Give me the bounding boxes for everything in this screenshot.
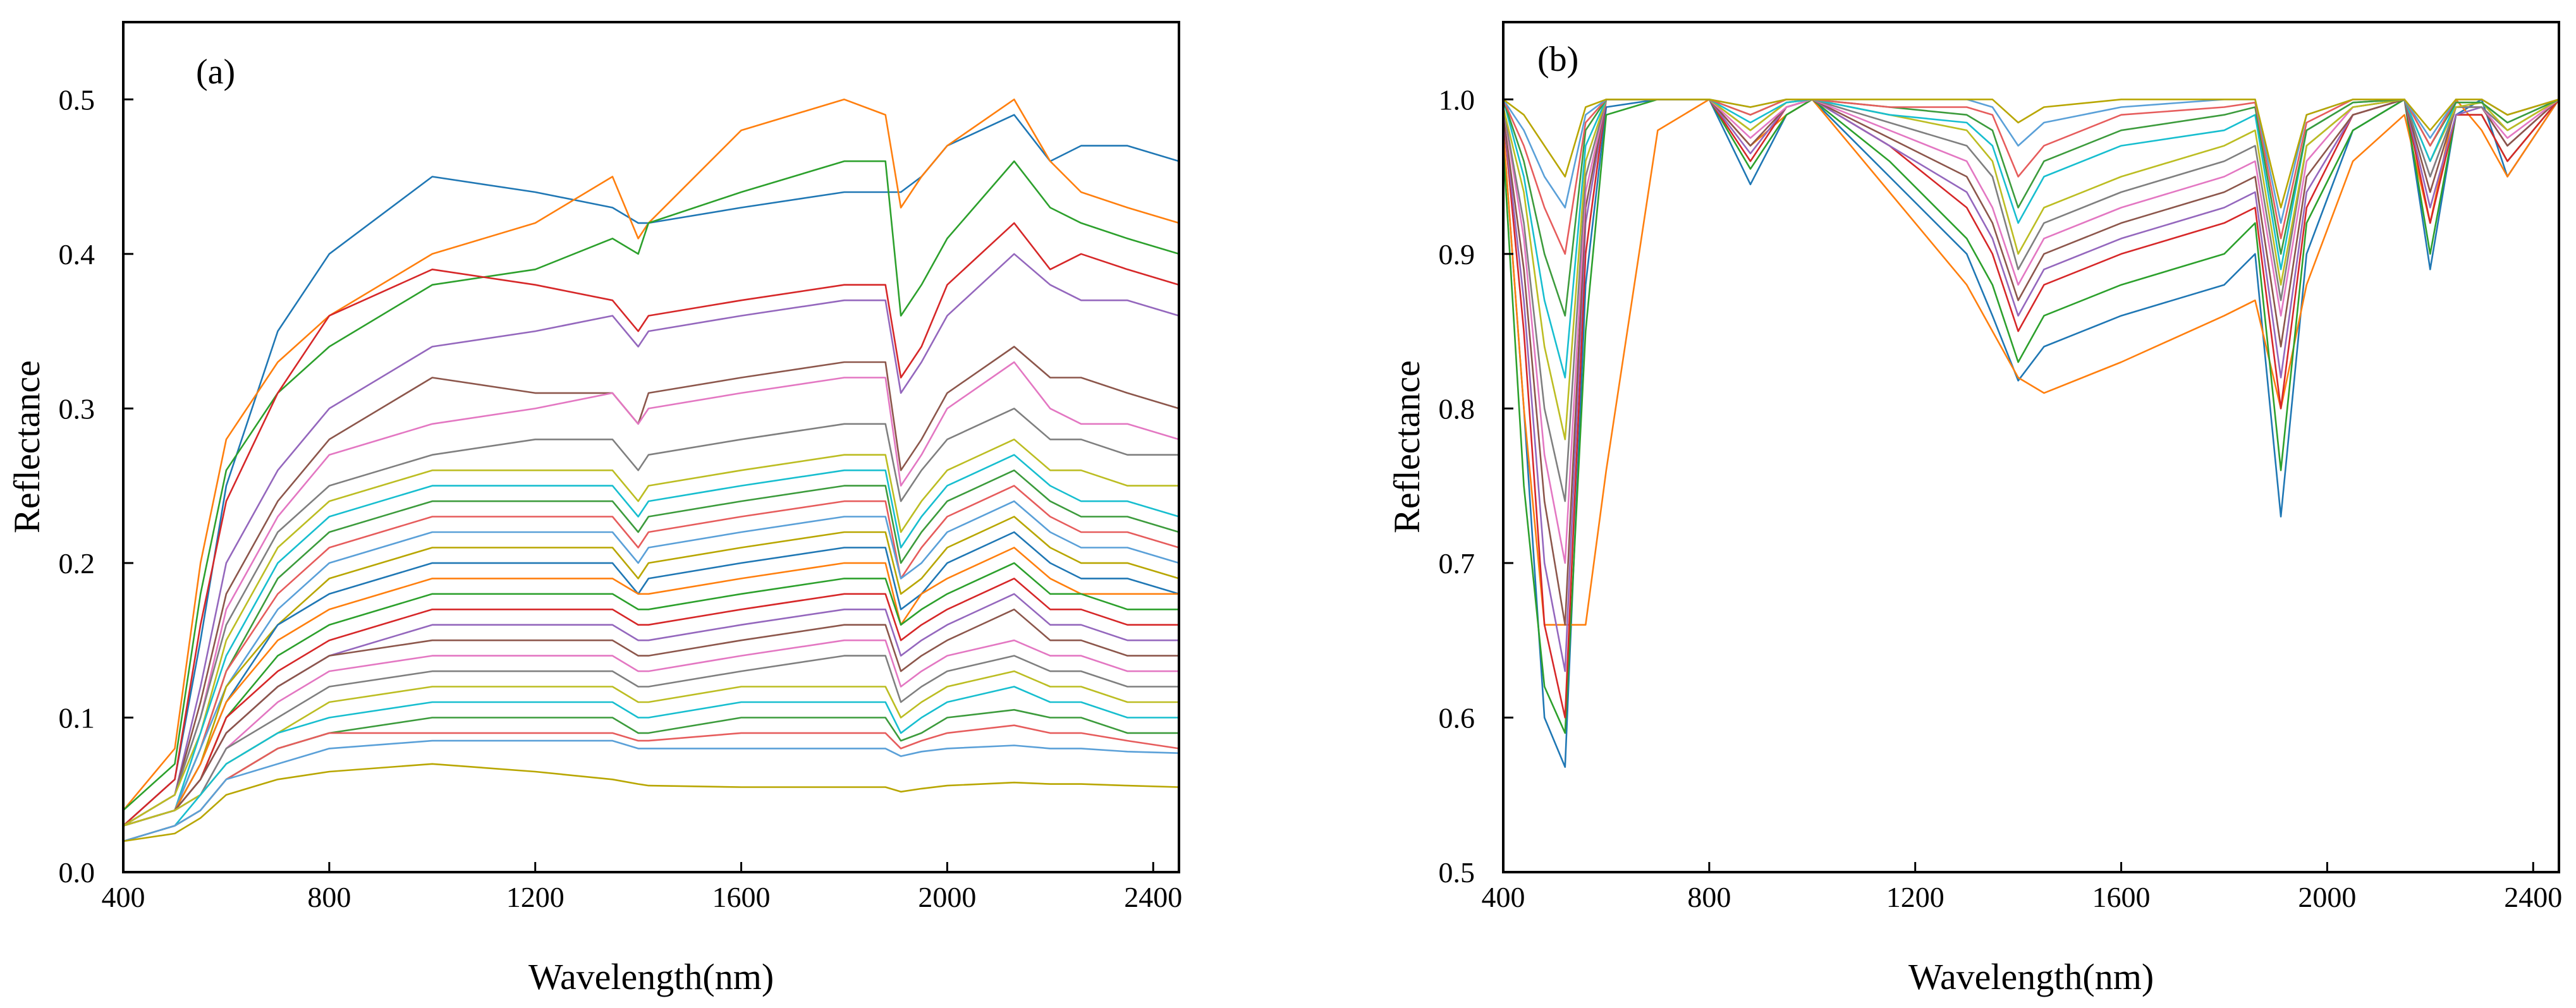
spectrum-line-a-s27 <box>123 739 1180 842</box>
spectrum-line-b-c8 <box>1502 99 2560 502</box>
spectrum-line-a-s2 <box>123 99 1180 811</box>
spectrum-line-a-s15 <box>123 531 1180 827</box>
spectrum-line-a-s28 <box>123 763 1180 842</box>
chart-panel-b: 400 800 1200 1600 2000 2400 0.5 0.6 0.7 0.8 0.9 1.0… <box>1386 21 2563 997</box>
x-tick-label-a: 2400 <box>1124 881 1182 913</box>
spectrum-line-a-s5 <box>123 253 1180 827</box>
spectrum-line-a-s16 <box>123 547 1179 827</box>
x-tick-label-b: 2000 <box>2298 881 2356 913</box>
y-tick-label-b: 0.9 <box>1439 238 1475 270</box>
x-tick-label-b: 1200 <box>1886 881 1944 913</box>
spectrum-line-b-c3 <box>1502 99 2560 734</box>
x-tick-label-a: 1600 <box>712 881 771 913</box>
spectrum-line-a-s11 <box>123 469 1180 827</box>
x-tick-label-b: 2400 <box>2504 881 2562 913</box>
y-tick-label-a: 0.1 <box>59 701 95 734</box>
spectrum-line-a-s12 <box>123 485 1180 827</box>
x-tick-label-a: 400 <box>102 881 145 913</box>
spectrum-line-b-c2 <box>1502 99 2560 626</box>
x-axis-title-a: Wavelength(nm) <box>528 956 774 997</box>
panel-label-b: (b) <box>1537 40 1578 79</box>
spectrum-line-a-s6 <box>123 346 1180 827</box>
spectrum-line-a-s18 <box>123 578 1179 827</box>
spectrum-line-b-c11 <box>1502 99 2560 317</box>
spectrum-line-b-c7 <box>1502 99 2560 564</box>
spectrum-line-a-s10 <box>123 454 1180 827</box>
panel-label-a: (a) <box>196 52 235 92</box>
axis-ticks-b: 400 800 1200 1600 2000 2400 0.5 0.6 0.7 0.8 0.9 1.0 <box>1439 83 2563 913</box>
spectrum-line-a-s14 <box>123 516 1180 827</box>
spectrum-line-a-s4 <box>123 222 1180 827</box>
spectrum-line-b-c4 <box>1502 99 2560 719</box>
plot-area-b <box>1502 99 2560 768</box>
y-tick-label-a: 0.3 <box>59 392 95 425</box>
spectrum-line-b-c10 <box>1502 99 2560 379</box>
spectrum-line-b-c12 <box>1502 99 2560 255</box>
spectrum-line-a-s20 <box>123 608 1179 827</box>
x-tick-label-b: 800 <box>1687 881 1731 913</box>
spectrum-line-b-c6 <box>1502 99 2560 626</box>
spectrum-line-a-s24 <box>123 686 1179 842</box>
spectrum-line-a-s22 <box>123 655 1179 827</box>
x-tick-label-a: 1200 <box>506 881 565 913</box>
x-axis-title-b: Wavelength(nm) <box>1908 956 2154 997</box>
y-tick-label-b: 0.7 <box>1439 547 1475 580</box>
spectrum-line-a-s17 <box>123 562 1179 827</box>
plot-frame-b <box>1502 21 2560 873</box>
x-tick-label-b: 1600 <box>2092 881 2151 913</box>
y-tick-label-b: 0.8 <box>1439 392 1475 425</box>
spectrum-line-b-c14 <box>1503 99 2560 209</box>
spectrum-line-a-s21 <box>123 639 1179 827</box>
spectrum-line-a-s3 <box>123 160 1180 811</box>
y-axis-title-a: Reflectance <box>6 360 47 533</box>
y-tick-label-b: 1.0 <box>1439 83 1475 116</box>
spectrum-line-a-s25 <box>123 708 1179 842</box>
axis-ticks-a: 400 800 1200 1600 2000 2400 0.0 0.1 0.2 0.3 0.4 0.5 <box>59 83 1183 913</box>
y-tick-label-a: 0.0 <box>59 856 95 889</box>
spectrum-line-b-c9 <box>1502 99 2560 440</box>
spectrum-line-b-c5 <box>1502 99 2560 672</box>
spectrum-line-a-s26 <box>123 724 1180 842</box>
plot-frame-a <box>122 21 1180 873</box>
y-axis-title-b: Reflectance <box>1386 360 1427 533</box>
y-tick-label-b: 0.5 <box>1439 856 1475 889</box>
spectrum-line-a-s7 <box>123 361 1180 827</box>
y-tick-label-a: 0.4 <box>59 238 95 270</box>
chart-panel-a: 400 800 1200 1600 2000 2400 0.0 0.1 0.2 0.3 0.4 0.5… <box>6 21 1183 997</box>
y-tick-label-a: 0.5 <box>59 83 95 116</box>
spectrum-line-a-s13 <box>123 500 1180 827</box>
x-tick-label-a: 800 <box>307 881 351 913</box>
spectrum-line-a-s1 <box>123 114 1180 827</box>
spectrum-line-b-c1 <box>1502 99 2560 768</box>
y-tick-label-a: 0.2 <box>59 547 95 580</box>
spectrum-line-a-s8 <box>123 408 1179 827</box>
x-tick-label-a: 2000 <box>918 881 976 913</box>
plot-area-a <box>123 99 1180 842</box>
spectrum-line-b-c13 <box>1502 99 2560 224</box>
spectrum-line-a-s9 <box>123 438 1179 827</box>
x-tick-label-b: 400 <box>1482 881 1525 913</box>
spectrum-line-a-s19 <box>123 593 1179 827</box>
y-tick-label-b: 0.6 <box>1439 701 1475 734</box>
